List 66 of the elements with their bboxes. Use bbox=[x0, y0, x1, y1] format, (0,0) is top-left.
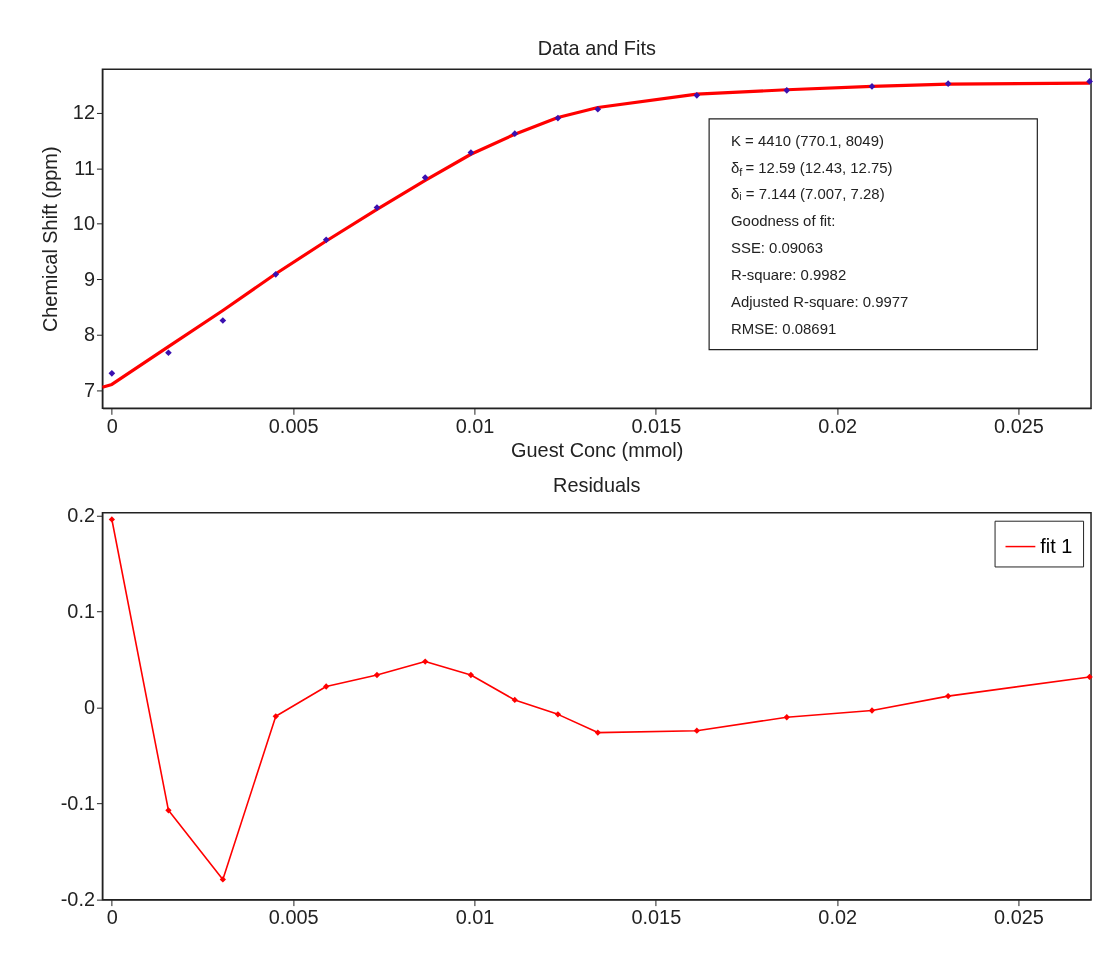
y-tick-label: -0.1 bbox=[60, 792, 95, 815]
point bbox=[783, 714, 790, 721]
x-tick-label: 0.025 bbox=[994, 906, 1044, 929]
point bbox=[322, 236, 330, 244]
x-tick-label: 0 bbox=[106, 906, 118, 929]
x-tick-label: 0 bbox=[106, 414, 118, 437]
point bbox=[944, 80, 952, 87]
point bbox=[373, 204, 381, 211]
annotation: R-square: 0.9982 bbox=[731, 267, 847, 284]
y-tick-label: 0.2 bbox=[67, 504, 95, 527]
point bbox=[693, 91, 701, 99]
y-tick-label: 0.1 bbox=[67, 600, 95, 623]
y-axis-title: Chemical Shift (ppm) bbox=[38, 146, 61, 333]
y-tick-label: 0 bbox=[83, 696, 95, 719]
point bbox=[422, 658, 429, 665]
point bbox=[511, 130, 519, 138]
x-tick-label: 0.025 bbox=[994, 414, 1044, 437]
point bbox=[868, 707, 876, 714]
point bbox=[945, 692, 952, 700]
point bbox=[165, 349, 172, 357]
annotation: δᵢ = 7.144 (7.007, 7.28) bbox=[731, 186, 885, 203]
point bbox=[219, 317, 227, 324]
point bbox=[373, 671, 381, 679]
legend-label: fit 1 bbox=[1040, 534, 1073, 557]
y-tick-label: 11 bbox=[74, 156, 95, 179]
point bbox=[554, 114, 562, 122]
point bbox=[1086, 673, 1093, 681]
point bbox=[554, 711, 562, 718]
point bbox=[1086, 78, 1093, 85]
y-tick-label: 8 bbox=[83, 323, 95, 346]
y-tick-label: 10 bbox=[72, 212, 95, 235]
x-tick-label: 0.01 bbox=[455, 906, 495, 929]
point bbox=[511, 696, 518, 704]
point bbox=[594, 105, 602, 113]
annotation: K = 4410 (770.1, 8049) bbox=[731, 132, 884, 149]
point bbox=[108, 369, 116, 377]
y-tick-label: 7 bbox=[83, 379, 95, 401]
point bbox=[594, 729, 601, 736]
annotation: SSE: 0.09063 bbox=[731, 240, 823, 257]
x-tick-label: 0.015 bbox=[631, 414, 682, 437]
x-tick-label: 0.005 bbox=[268, 906, 319, 929]
point bbox=[272, 271, 280, 278]
x-tick-label: 0.005 bbox=[268, 414, 319, 437]
point bbox=[693, 727, 700, 734]
point bbox=[108, 516, 116, 523]
point bbox=[467, 671, 475, 679]
annotation: Goodness of fit: bbox=[731, 213, 836, 230]
point bbox=[323, 683, 330, 690]
point bbox=[219, 876, 226, 883]
point bbox=[467, 149, 475, 156]
point bbox=[421, 174, 429, 181]
x-tick-label: 0.01 bbox=[455, 414, 495, 437]
x-tick-label: 0.015 bbox=[631, 906, 682, 929]
y-tick-label: 9 bbox=[83, 267, 95, 290]
y-tick-label: 12 bbox=[72, 101, 95, 124]
x-tick-label: 0.02 bbox=[818, 906, 858, 929]
point bbox=[783, 86, 791, 94]
x-tick-label: 0.02 bbox=[818, 414, 858, 437]
chart-title: Residuals bbox=[553, 473, 641, 496]
point bbox=[272, 713, 279, 720]
chart-title: Data and Fits bbox=[537, 37, 656, 60]
point bbox=[165, 807, 172, 814]
annotation: RMSE: 0.08691 bbox=[731, 320, 837, 337]
annotation: Adjusted R-square: 0.9977 bbox=[731, 293, 909, 310]
y-tick-label: -0.2 bbox=[60, 888, 95, 911]
x-axis-title: Guest Conc (mmol) bbox=[511, 438, 684, 461]
